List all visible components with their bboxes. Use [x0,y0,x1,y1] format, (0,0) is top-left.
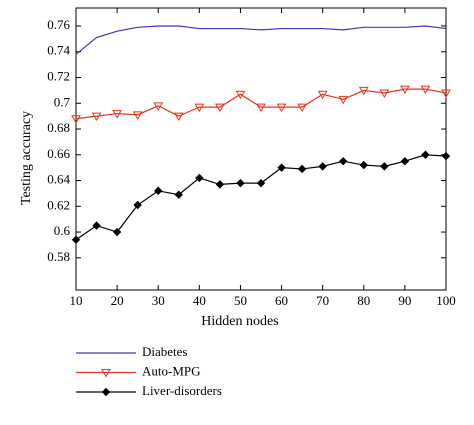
x-tick-label: 20 [111,293,124,308]
marker [358,86,369,96]
y-tick-label: 0.6 [54,223,71,238]
plot-frame [75,7,447,291]
legend-marker [101,387,111,397]
y-axis-title: Testing accuracy [19,111,34,205]
marker [236,178,245,188]
marker [277,163,286,172]
marker [154,186,163,196]
marker [235,90,246,100]
y-tick-label: 0.74 [47,43,70,58]
x-tick-label: 80 [357,293,370,308]
y-tick-label: 0.72 [47,68,70,83]
marker [112,227,122,237]
series-line [75,154,447,241]
marker [400,157,410,166]
marker [256,178,266,188]
marker [132,111,143,120]
marker [174,190,183,199]
marker [339,157,348,166]
marker [441,89,451,98]
legend-marker [101,369,111,378]
marker [276,103,287,113]
marker [317,90,328,100]
marker [420,85,431,95]
marker [92,221,101,230]
y-tick-label: 0.76 [47,17,70,32]
y-tick-label: 0.7 [54,94,71,109]
marker [215,180,225,189]
marker [297,103,307,113]
x-tick-label: 10 [70,293,83,308]
marker [318,162,327,171]
x-tick-label: 90 [398,293,411,308]
marker [215,103,225,113]
marker [400,85,410,95]
x-tick-label: 70 [316,293,329,308]
y-tick-label: 0.68 [47,120,70,135]
marker [256,103,266,113]
y-tick-label: 0.62 [47,197,70,212]
marker [71,235,81,244]
marker [338,95,349,105]
x-tick-label: 60 [275,293,288,308]
x-tick-label: 30 [152,293,165,308]
marker [133,200,142,210]
marker [195,173,204,183]
x-tick-label: 50 [234,293,247,308]
marker [194,103,205,113]
marker [173,112,184,122]
marker [91,112,102,122]
y-tick-label: 0.64 [47,172,70,187]
series-line [75,25,447,55]
marker [359,160,368,170]
marker [71,115,81,124]
marker [380,162,389,171]
series-line [75,88,447,120]
marker [421,150,430,159]
legend-label: Auto-MPG [142,363,201,378]
x-axis-title: Hidden nodes [201,314,278,329]
marker [153,102,164,111]
y-tick-label: 0.66 [47,146,70,161]
marker [441,151,451,161]
marker [297,164,307,174]
legend-label: Diabetes [142,344,187,359]
marker [379,89,390,98]
x-tick-label: 100 [436,293,456,308]
x-tick-label: 40 [193,293,206,308]
legend-label: Liver-disorders [142,383,222,398]
y-tick-label: 0.58 [47,249,70,264]
marker [112,110,122,119]
